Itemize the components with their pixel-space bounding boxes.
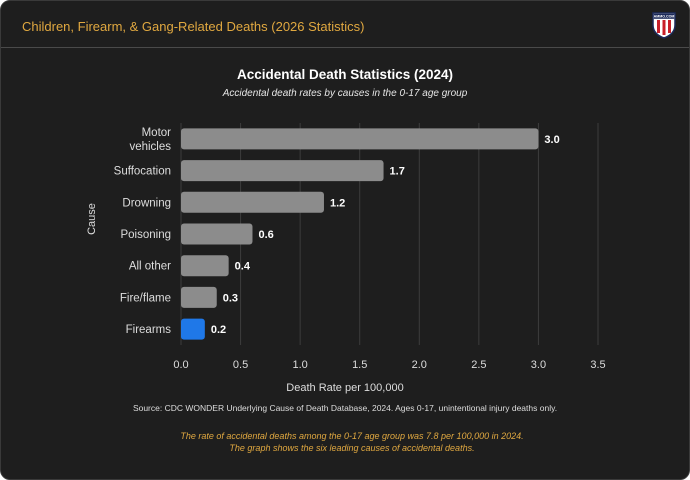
- bar[interactable]: [181, 128, 539, 150]
- x-tick-label: 3.5: [590, 359, 605, 371]
- x-axis-label: Death Rate per 100,000: [286, 382, 403, 394]
- footnote-line-2: The graph shows the six leading causes o…: [229, 443, 474, 453]
- x-tick-label: 2.5: [471, 359, 486, 371]
- bar-value-label: 1.7: [390, 166, 405, 178]
- bar[interactable]: [181, 255, 229, 277]
- category-label: Suffocation: [114, 166, 171, 178]
- x-tick-label: 0.0: [173, 359, 188, 371]
- bar[interactable]: [181, 318, 205, 340]
- category-label: Fire/flame: [120, 292, 171, 304]
- header-title: Children, Firearm, & Gang-Related Deaths…: [22, 19, 365, 34]
- category-label: Firearms: [126, 324, 172, 336]
- x-tick-label: 2.0: [412, 359, 427, 371]
- bar[interactable]: [181, 223, 253, 245]
- bar-value-label: 0.4: [235, 261, 251, 273]
- bar-value-label: 3.0: [544, 134, 559, 146]
- y-axis-label: Cause: [86, 203, 98, 235]
- bar-value-label: 0.2: [211, 324, 226, 336]
- x-tick-label: 1.5: [352, 359, 367, 371]
- category-label: All other: [129, 261, 171, 273]
- shield-logo-icon[interactable]: AMMO.COM: [651, 11, 677, 39]
- bar-value-label: 0.6: [258, 229, 273, 241]
- category-label: Drowning: [122, 197, 171, 209]
- x-tick-label: 3.0: [531, 359, 546, 371]
- x-tick-label: 0.5: [233, 359, 248, 371]
- category-label: Poisoning: [120, 229, 171, 241]
- bar[interactable]: [181, 191, 324, 213]
- footnote-line-1: The rate of accidental deaths among the …: [180, 431, 523, 441]
- x-tick-label: 1.0: [292, 359, 307, 371]
- bar-value-label: 1.2: [330, 197, 345, 209]
- chart-subtitle: Accidental death rates by causes in the …: [222, 88, 468, 99]
- chart-title: Accidental Death Statistics (2024): [237, 67, 453, 82]
- source-note: Source: CDC WONDER Underlying Cause of D…: [133, 403, 557, 413]
- bar[interactable]: [181, 160, 384, 182]
- bar-value-label: 0.3: [223, 292, 238, 304]
- bar[interactable]: [181, 286, 217, 308]
- card-header: Children, Firearm, & Gang-Related Deaths…: [1, 1, 689, 48]
- category-label: Motor vehicles: [129, 127, 171, 153]
- logo-text: AMMO.COM: [654, 15, 675, 19]
